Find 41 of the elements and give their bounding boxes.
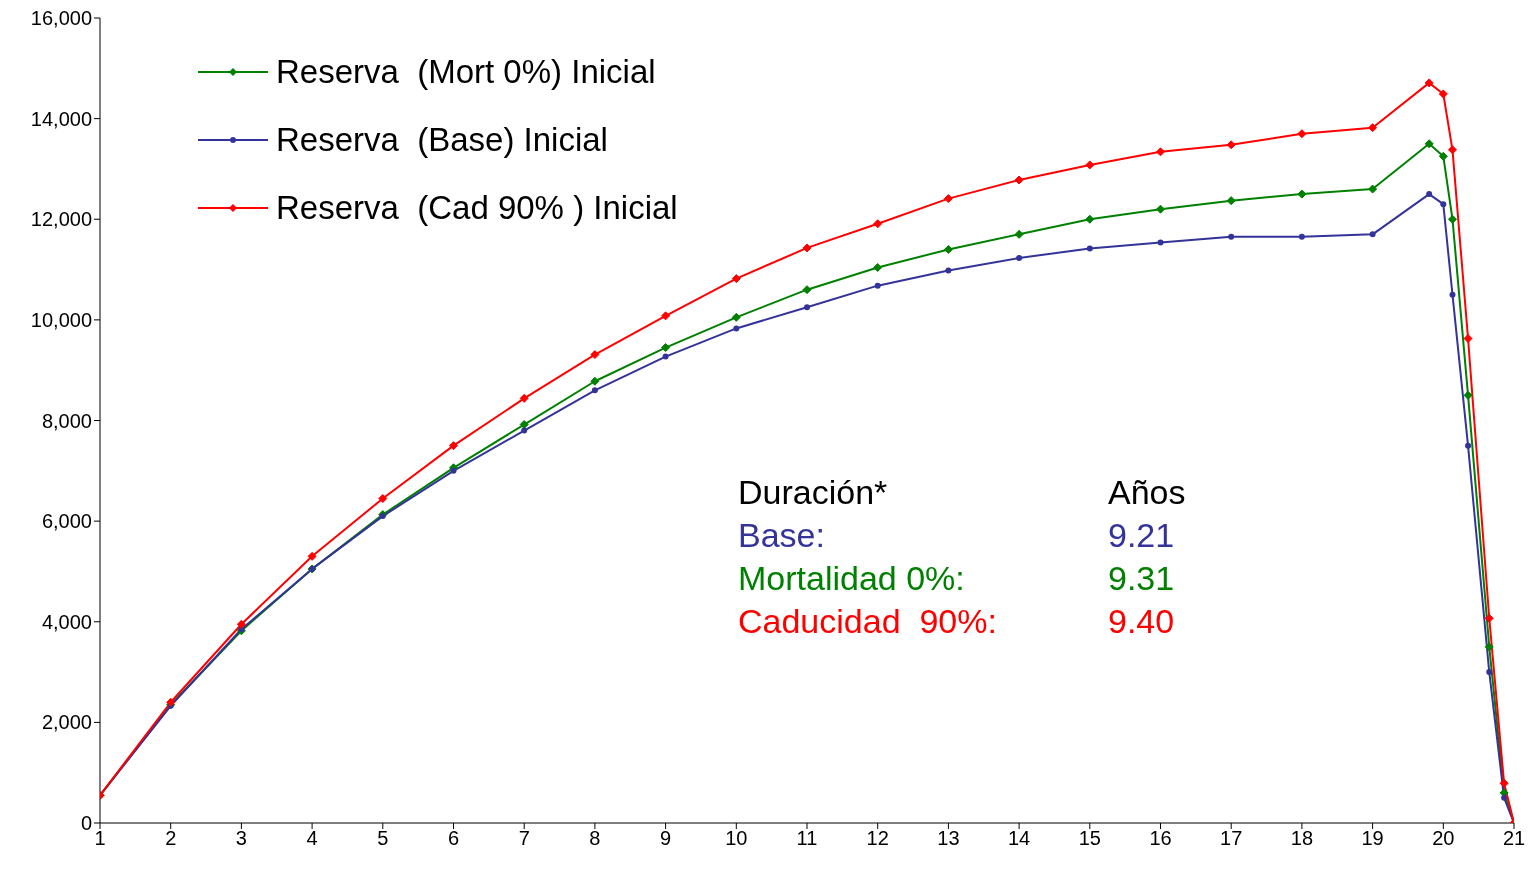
annotation: Mortalidad 0%: [738, 559, 966, 598]
x-tick-label: 16 [1149, 827, 1172, 850]
annotation: 9.40 [1108, 602, 1176, 641]
x-tick-label: 5 [377, 827, 389, 850]
y-tick-label: 14,000 [30, 107, 92, 130]
legend-label: Reserva (Cad 90% ) Inicial [276, 189, 678, 227]
x-tick-label: 1 [94, 827, 106, 850]
y-tick-label: 16,000 [30, 7, 92, 30]
x-tick-label: 14 [1007, 827, 1031, 850]
x-tick-label: 11 [796, 827, 818, 850]
x-tick-label: 19 [1361, 827, 1384, 850]
y-tick-label: 4,000 [41, 610, 92, 633]
x-tick-label: 15 [1078, 827, 1101, 850]
annotation: Años [1108, 473, 1187, 512]
legend-label: Reserva (Mort 0%) Inicial [276, 53, 656, 91]
y-tick-label: 0 [80, 812, 92, 835]
x-tick-label: 18 [1290, 827, 1314, 850]
annotation: 9.31 [1108, 559, 1176, 598]
annotation: 9.21 [1108, 516, 1176, 555]
x-tick-label: 10 [725, 827, 748, 850]
y-tick-label: 8,000 [41, 409, 92, 432]
legend-label: Reserva (Base) Inicial [276, 121, 608, 159]
x-tick-label: 17 [1220, 827, 1243, 850]
y-tick-label: 2,000 [41, 711, 92, 734]
annotation: Caducidad 90%: [738, 602, 998, 641]
annotation: Base: [738, 516, 826, 555]
x-tick-label: 2 [165, 827, 177, 850]
x-tick-label: 8 [589, 827, 601, 850]
x-tick-label: 6 [447, 827, 460, 850]
x-tick-label: 21 [1502, 827, 1526, 850]
x-tick-label: 13 [937, 827, 960, 850]
annotation: Duración* [738, 473, 889, 512]
x-tick-label: 4 [306, 827, 318, 850]
x-tick-label: 7 [518, 827, 530, 850]
x-tick-label: 12 [866, 827, 889, 850]
y-tick-label: 6,000 [41, 510, 92, 533]
y-tick-label: 12,000 [30, 208, 92, 231]
x-tick-label: 20 [1432, 827, 1455, 850]
x-tick-label: 3 [235, 827, 247, 850]
x-tick-label: 9 [660, 827, 672, 850]
y-tick-label: 10,000 [30, 308, 92, 331]
